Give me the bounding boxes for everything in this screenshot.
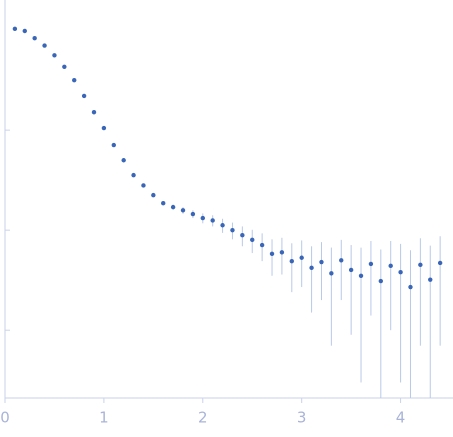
data-point xyxy=(250,237,255,243)
data-point xyxy=(22,28,27,34)
data-point xyxy=(437,260,443,266)
data-point xyxy=(101,125,107,131)
data-point xyxy=(210,218,215,223)
data-point xyxy=(72,77,77,83)
data-point xyxy=(180,208,186,213)
data-point xyxy=(141,183,146,188)
data-point xyxy=(279,250,285,255)
data-point xyxy=(62,64,67,69)
data-point xyxy=(111,142,116,148)
data-point xyxy=(289,258,294,264)
data-point xyxy=(388,263,393,269)
data-point xyxy=(52,53,57,58)
data-point xyxy=(32,36,37,41)
x-tick-label: 3 xyxy=(297,409,307,427)
data-point xyxy=(269,251,275,257)
data-point xyxy=(42,43,47,48)
data-point xyxy=(131,172,136,178)
data-point xyxy=(408,284,413,290)
data-point xyxy=(299,255,304,260)
x-tick-label: 0 xyxy=(0,409,10,427)
data-point xyxy=(220,223,225,228)
x-tick-label: 2 xyxy=(198,409,208,427)
data-point xyxy=(378,278,384,284)
data-point xyxy=(259,242,265,248)
data-point xyxy=(368,261,374,267)
x-tick-label: 4 xyxy=(396,409,406,427)
data-point xyxy=(418,262,423,268)
data-point xyxy=(200,215,205,221)
data-point xyxy=(170,204,176,210)
data-point xyxy=(319,259,324,265)
data-point xyxy=(348,267,354,273)
data-point xyxy=(12,26,18,32)
data-point xyxy=(428,277,433,282)
data-point xyxy=(358,273,364,278)
data-point xyxy=(81,93,87,99)
data-point xyxy=(339,258,344,263)
data-point xyxy=(398,270,403,275)
data-point xyxy=(151,192,156,198)
data-point xyxy=(309,265,314,271)
data-point xyxy=(240,233,245,238)
data-point xyxy=(329,271,334,276)
data-point xyxy=(91,110,97,115)
data-point xyxy=(121,158,126,163)
data-point xyxy=(161,201,166,206)
data-point xyxy=(190,211,196,217)
data-point xyxy=(230,227,235,233)
x-tick-label: 1 xyxy=(99,409,109,427)
